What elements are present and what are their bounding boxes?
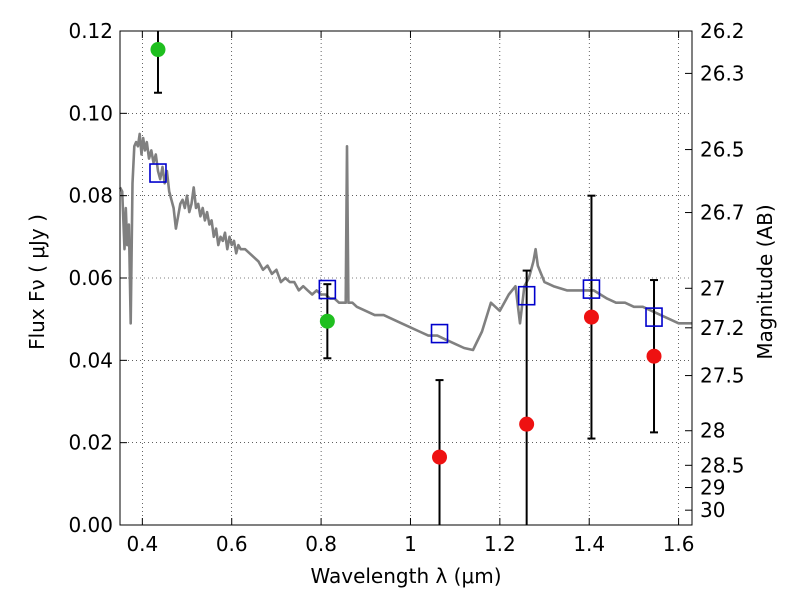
model-band-square [582,279,601,299]
model-band-square [318,279,337,300]
model-band-square [517,285,536,306]
right-tick-label: 26.2 [700,19,745,43]
detection-point [319,313,335,329]
right-tick-label: 29 [700,476,725,500]
sed-curve [118,132,692,352]
upper-limit-point [646,348,662,364]
x-tick-label: 1.4 [573,532,605,556]
x-tick-label: 1 [404,532,417,556]
right-tick-label: 27.2 [700,316,745,340]
right-tick-label: 30 [700,498,725,522]
y-tick-label: 0.12 [68,19,113,43]
y-tick-label: 0.06 [68,266,113,290]
upper-limit-point [519,416,535,432]
right-tick-label: 26.7 [700,201,745,225]
x-tick-label: 0.8 [305,532,337,556]
model-band-square [149,163,167,183]
upper-limit-point [583,309,599,325]
axis-ticks: 0.4 0.6 0.8 1 1.2 1.4 1.6 0.00 0.02 0.04 0.06 0.08 0… [68,19,744,556]
grid [120,31,692,525]
right-tick-label: 27.5 [700,364,745,388]
y-tick-label: 0.04 [68,348,113,372]
y-tick-label: 0.02 [68,431,113,455]
upper-limit-point [432,449,448,465]
x-tick-label: 0.6 [216,532,248,556]
right-tick-label: 26.3 [700,61,745,85]
y-tick-label: 0.08 [68,184,113,208]
sed-curve-layer [118,132,692,352]
y-axis-label: Flux Fν ( μJy ) [25,214,49,350]
right-axis-label: Magnitude (AB) [753,204,777,359]
detection-point [150,42,166,58]
right-tick-label: 28 [700,419,725,443]
model-band-square [645,307,663,327]
right-tick-label: 28.5 [700,453,745,477]
right-tick-label: 27 [700,276,725,300]
x-tick-label: 1.2 [484,532,516,556]
right-tick-label: 26.5 [700,138,745,162]
model-band-square [430,323,449,344]
y-tick-label: 0.10 [68,101,113,125]
plot-frame [119,30,693,526]
y-tick-label: 0.00 [68,513,113,537]
x-axis-label: Wavelength λ (μm) [310,564,501,588]
data-point-layer [149,42,663,465]
error-bar-layer [153,31,659,525]
x-tick-label: 1.6 [663,532,695,556]
x-tick-label: 0.4 [126,532,158,556]
